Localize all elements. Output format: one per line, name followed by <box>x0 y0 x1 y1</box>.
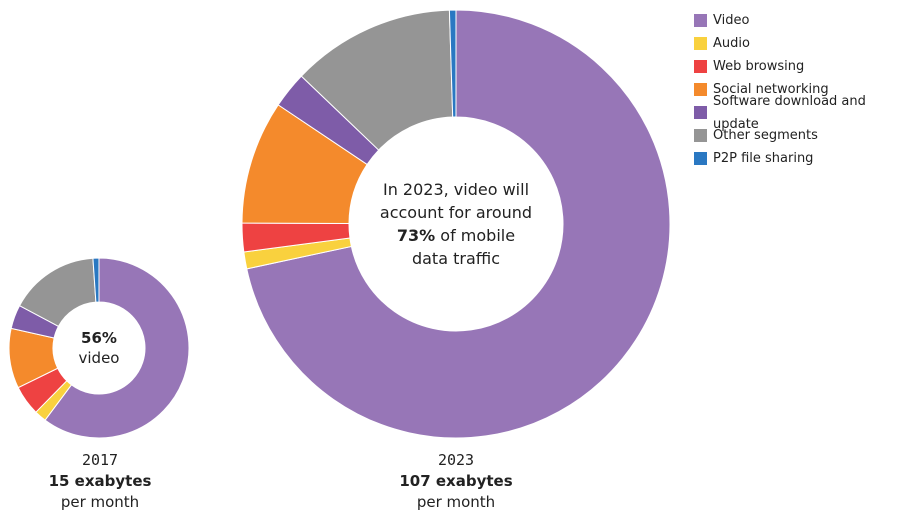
legend-item-video: Video <box>694 9 914 32</box>
slice-video-2017 <box>44 257 190 439</box>
center-line4-2023: data traffic <box>411 249 501 268</box>
legend-item-social-networking: Social networking <box>694 78 914 101</box>
legend-item-other-segments: Other segments <box>694 124 914 147</box>
donut-2023 <box>241 9 671 439</box>
slice-p2p-2023 <box>448 9 457 118</box>
legend-item-audio: Audio <box>694 32 914 55</box>
legend-label-video: Video <box>713 13 750 28</box>
center-line2-2023: account for around <box>379 203 533 222</box>
legend-label-p2p: P2P file sharing <box>713 151 814 166</box>
legend-label-social-networking: Social networking <box>713 82 829 97</box>
center-line3-suffix-2023: of mobile <box>440 226 516 245</box>
center-label-2023: In 2023, video will account for around 7… <box>371 178 541 270</box>
legend-swatch-p2p <box>694 152 707 165</box>
center-percent-2023: 73% <box>396 226 436 245</box>
center-line1-2023: In 2023, video will <box>382 180 530 199</box>
legend: Video Audio Web browsing Social networki… <box>694 9 914 170</box>
donut-2017 <box>8 257 190 439</box>
caption-total-2017: 15 exabytes <box>48 472 152 490</box>
legend-swatch-other-segments <box>694 129 707 142</box>
legend-swatch-software-download <box>694 106 707 119</box>
legend-item-p2p: P2P file sharing <box>694 147 914 170</box>
caption-unit-2023: per month <box>416 493 496 511</box>
legend-item-software-download: Software download and update <box>694 94 914 132</box>
caption-2017: 2017 15 exabytes per month <box>30 450 170 513</box>
legend-swatch-web-browsing <box>694 60 707 73</box>
legend-swatch-video <box>694 14 707 27</box>
legend-item-web-browsing: Web browsing <box>694 55 914 78</box>
caption-unit-2017: per month <box>60 493 140 511</box>
caption-2023: 2023 107 exabytes per month <box>381 450 531 513</box>
legend-swatch-social-networking <box>694 83 707 96</box>
caption-total-2023: 107 exabytes <box>399 472 513 490</box>
legend-swatch-audio <box>694 37 707 50</box>
center-percent-2017: 56% <box>81 329 117 347</box>
legend-label-audio: Audio <box>713 36 750 51</box>
center-line3-2023: 73% of mobile <box>371 224 541 247</box>
slice-video-2023 <box>246 9 671 439</box>
caption-year-2023: 2023 <box>437 451 475 469</box>
legend-label-other-segments: Other segments <box>713 128 818 143</box>
slice-p2p-2017 <box>92 257 100 303</box>
legend-label-software-download: Software download and update <box>713 93 866 132</box>
legend-label-web-browsing: Web browsing <box>713 59 805 74</box>
center-text-2017: video <box>78 349 120 367</box>
center-label-2017: 56% video <box>59 328 139 368</box>
caption-year-2017: 2017 <box>81 451 119 469</box>
